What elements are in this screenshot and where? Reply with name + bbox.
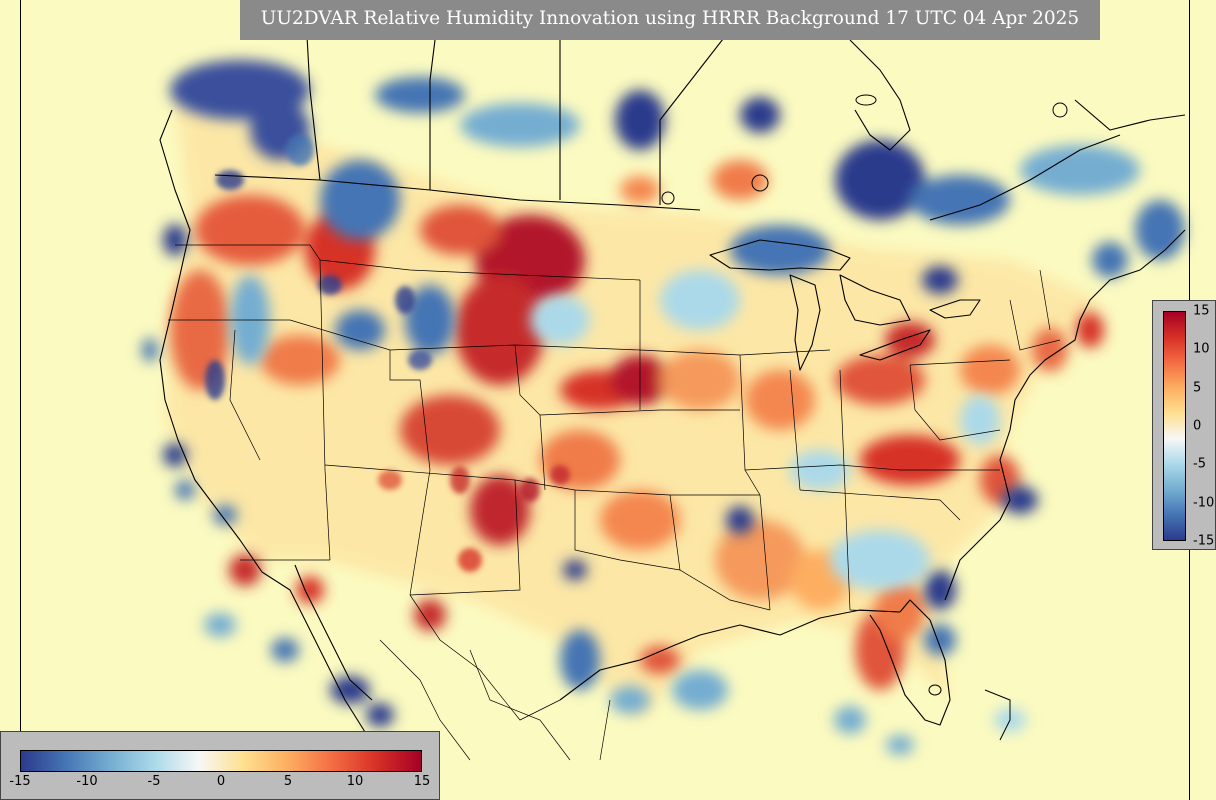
vertical-colorbar: 15 10 5 0 -5 -10 -15	[1152, 300, 1216, 550]
positive-innovation-field	[170, 160, 1104, 690]
horizontal-colorbar-tick: -15	[9, 774, 31, 789]
map-title-text: UU2DVAR Relative Humidity Innovation usi…	[260, 8, 1080, 29]
horizontal-colorbar-tick: -10	[76, 774, 98, 789]
horizontal-colorbar-tick: 5	[283, 774, 293, 789]
state-lines	[168, 244, 1061, 761]
horizontal-colorbar-gradient	[20, 750, 422, 772]
horizontal-colorbar-tick: 10	[346, 774, 364, 789]
vertical-colorbar-gradient	[1163, 311, 1186, 541]
island-outlines	[661, 94, 1068, 741]
horizontal-colorbar-tick: -5	[147, 774, 161, 789]
horizontal-colorbar: -15 -10 -5 0 5 10 15	[0, 731, 440, 800]
vertical-colorbar-tick: -15	[1193, 533, 1215, 549]
vertical-colorbar-tick: -5	[1193, 456, 1206, 472]
vertical-colorbar-tick: 15	[1193, 303, 1210, 319]
vertical-colorbar-tick: 10	[1193, 341, 1210, 357]
vertical-colorbar-tick: 5	[1193, 380, 1202, 396]
vertical-colorbar-tick: -10	[1193, 495, 1215, 511]
mountain-texture	[205, 134, 570, 572]
horizontal-colorbar-tick: 0	[216, 774, 226, 789]
vertical-colorbar-tick: 0	[1193, 418, 1202, 434]
horizontal-colorbar-tick: 15	[413, 774, 431, 789]
negative-innovation-field	[142, 60, 1185, 755]
map-title: UU2DVAR Relative Humidity Innovation usi…	[240, 0, 1100, 40]
